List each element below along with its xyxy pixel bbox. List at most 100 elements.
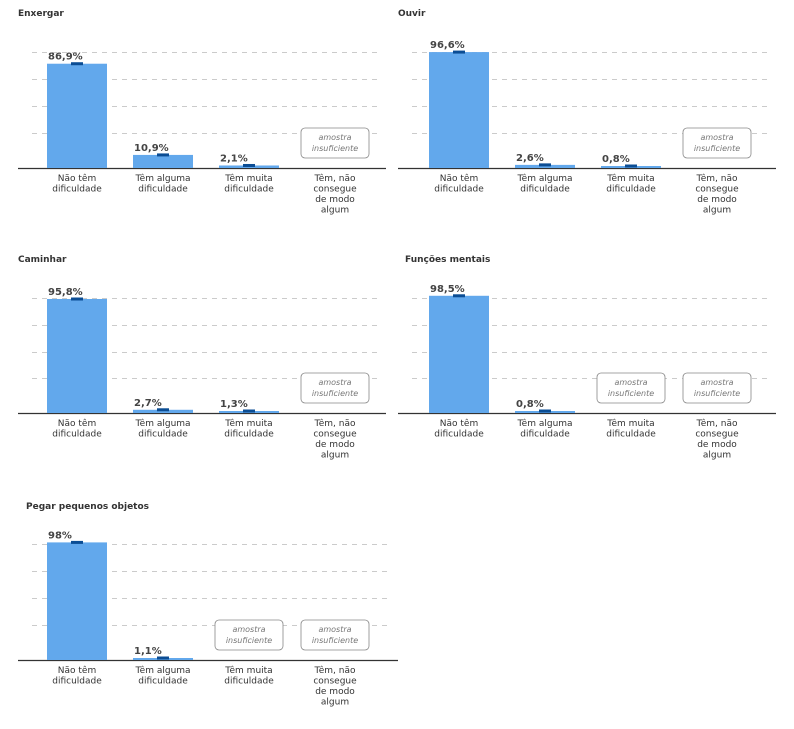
category-label: algum [321,451,349,461]
bar [47,298,107,413]
value-label: 96,6% [430,40,465,51]
value-label: 98% [48,530,72,541]
category-label: dificuldade [606,430,656,440]
error-bar [539,409,551,413]
bar [429,52,489,168]
value-label: 95,8% [48,287,83,298]
category-label: Têm, não [696,173,738,184]
insufficient-sample-label: amostra [700,378,733,387]
category-label: consegue [695,185,739,195]
category-label: dificuldade [138,185,188,195]
insufficient-sample-label: insuficiente [608,389,654,398]
category-label: algum [321,206,349,216]
insufficient-sample-label: insuficiente [312,144,358,153]
chart-title: Enxergar [18,9,64,19]
category-label: Têm muita [224,665,272,676]
category-label: Têm, não [696,418,738,429]
category-label: consegue [313,185,357,195]
category-label: dificuldade [606,185,656,195]
insufficient-sample-label: amostra [318,133,351,142]
insufficient-sample-label: amostra [318,625,351,634]
category-label: Têm muita [224,173,272,184]
category-label: dificuldade [434,430,484,440]
error-bar [453,294,465,298]
insufficient-sample-box [682,127,752,159]
value-label: 2,7% [134,398,162,409]
category-label: dificuldade [138,677,188,687]
category-label: Têm muita [224,418,272,429]
category-label: Têm, não [314,173,356,184]
chart-panel-1: Enxergar 86,9% Não têm dificuldade 10,9% Têm … [18,9,386,216]
insufficient-sample-label: insuficiente [312,636,358,645]
insufficient-sample-box [300,127,370,159]
category-label: Não têm [58,665,96,676]
error-bar [71,540,83,544]
value-label: 0,8% [516,399,544,410]
value-label: 10,9% [134,143,169,154]
category-label: Têm, não [314,418,356,429]
category-label: Não têm [58,418,96,429]
insufficient-sample-label: amostra [614,378,647,387]
category-label: consegue [695,430,739,440]
bar [47,63,107,168]
insufficient-sample-label: insuficiente [312,389,358,398]
insufficient-sample-label: amostra [318,378,351,387]
category-label: consegue [313,677,357,687]
value-label: 98,5% [430,284,465,295]
category-label: Têm, não [314,665,356,676]
category-label: dificuldade [224,430,274,440]
category-label: dificuldade [52,677,102,687]
category-label: dificuldade [52,430,102,440]
value-label: 86,9% [48,52,83,63]
value-label: 1,1% [134,646,162,657]
category-label: Não têm [440,418,478,429]
category-label: dificuldade [434,185,484,195]
category-label: Têm muita [606,173,654,184]
error-bar [157,656,169,660]
value-label: 0,8% [602,154,630,165]
chart-title: Ouvir [398,9,426,19]
bar [515,164,575,168]
error-bar [539,163,551,167]
insufficient-sample-label: insuficiente [694,144,740,153]
category-label: Não têm [58,173,96,184]
category-label: Têm alguma [516,173,572,184]
value-label: 1,3% [220,399,248,410]
insufficient-sample-label: insuficiente [694,389,740,398]
bar [133,154,193,168]
error-bar [453,50,465,54]
category-label: dificuldade [520,185,570,195]
category-label: algum [321,698,349,708]
error-bar [71,297,83,301]
category-label: algum [703,206,731,216]
category-label: de modo [315,687,355,697]
bar [133,409,193,413]
chart-title: Caminhar [18,255,67,265]
category-label: dificuldade [138,430,188,440]
value-label: 2,1% [220,153,248,164]
error-bar [157,408,169,412]
value-label: 2,6% [516,153,544,164]
category-label: consegue [313,430,357,440]
category-label: dificuldade [520,430,570,440]
category-label: Têm alguma [134,418,190,429]
insufficient-sample-box [214,619,284,651]
category-label: Têm alguma [134,173,190,184]
insufficient-sample-box [300,619,370,651]
category-label: de modo [697,440,737,450]
category-label: de modo [315,195,355,205]
insufficient-sample-box [300,372,370,404]
category-label: dificuldade [224,185,274,195]
insufficient-sample-box [682,372,752,404]
category-label: dificuldade [224,677,274,687]
error-bar [243,163,255,167]
bar [429,295,489,413]
category-label: de modo [315,440,355,450]
error-bar [71,62,83,66]
